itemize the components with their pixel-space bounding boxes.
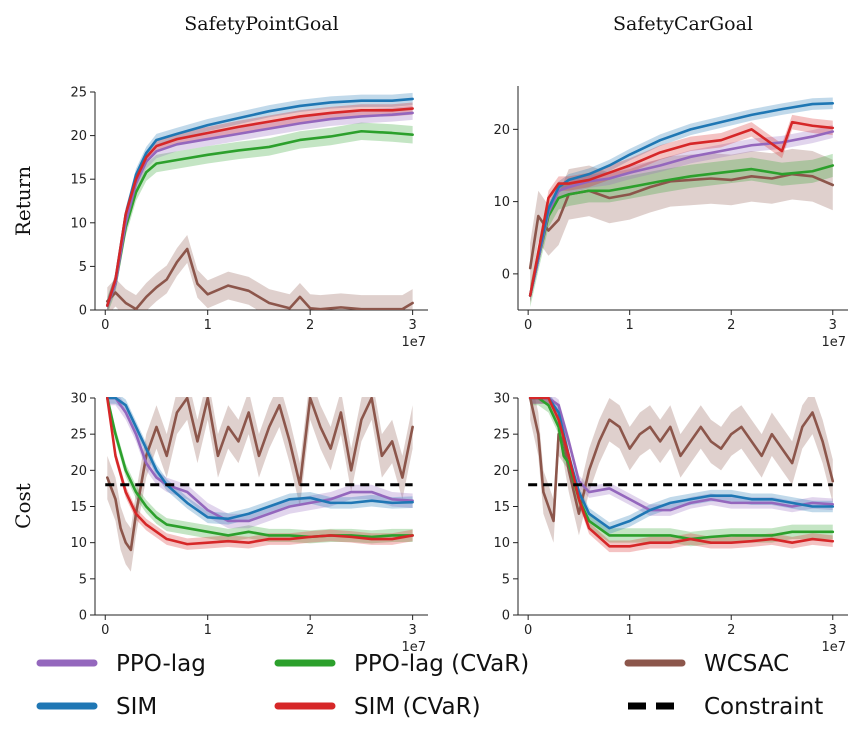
legend-label: Constraint — [704, 694, 823, 720]
y-tick-label: 0 — [79, 609, 87, 624]
y-tick-label: 30 — [70, 392, 87, 407]
x-tick-label: 2 — [306, 623, 314, 638]
series-line-sim — [528, 397, 835, 530]
panel-title: SafetyPointGoal — [184, 13, 338, 35]
x-tick-label: 2 — [727, 623, 735, 638]
y-tick-label: 5 — [79, 260, 87, 275]
y-tick-label: 15 — [70, 173, 87, 188]
legend: PPO-lag PPO-lag (CVaR) WCSAC SIM SIM (CVaR) C… — [36, 651, 823, 720]
legend-label: SIM — [116, 694, 157, 720]
x-tick-label: 3 — [829, 318, 837, 333]
x-tick-label: 1 — [204, 623, 212, 638]
legend-label: SIM (CVaR) — [354, 694, 481, 720]
x-tick-label: 2 — [306, 318, 314, 333]
x-tick-label: 3 — [408, 623, 416, 638]
plot-area — [105, 397, 414, 572]
x-axis-multiplier: 1e7 — [821, 640, 846, 655]
series-line-sim — [528, 102, 835, 297]
x-tick-label: 0 — [524, 318, 532, 333]
legend-item-sim-cvar: SIM (CVaR) — [274, 694, 481, 720]
y-axis-label: Cost — [11, 483, 35, 529]
y-tick-label: 30 — [493, 392, 510, 407]
band-sim — [530, 97, 833, 302]
legend-label: PPO-lag — [116, 651, 206, 677]
y-tick-label: 0 — [79, 304, 87, 319]
series-line-sim-cvar — [105, 397, 414, 546]
y-tick-label: 5 — [502, 572, 510, 587]
band-sim-cvar — [107, 397, 413, 550]
legend-item-wcsac: WCSAC — [624, 651, 789, 677]
y-tick-label: 15 — [70, 500, 87, 515]
legend-item-ppo-lag: PPO-lag — [36, 651, 206, 677]
y-tick-label: 0 — [502, 267, 510, 282]
plot-area — [528, 397, 835, 553]
y-tick-label: 10 — [70, 216, 87, 231]
y-tick-label: 25 — [493, 428, 510, 443]
band-wcsac — [107, 397, 413, 572]
legend-item-constraint: Constraint — [628, 694, 823, 720]
x-tick-label: 0 — [101, 318, 109, 333]
band-ppo-lag — [107, 397, 413, 529]
y-tick-label: 0 — [502, 609, 510, 624]
x-tick-label: 1 — [626, 623, 634, 638]
series-line-ppo-lag-cvar — [105, 129, 414, 307]
panel-title: SafetyCarGoal — [613, 13, 753, 35]
x-axis-multiplier: 1e7 — [401, 335, 426, 350]
y-tick-label: 20 — [493, 123, 510, 138]
x-tick-label: 0 — [524, 623, 532, 638]
y-tick-label: 5 — [79, 572, 87, 587]
y-tick-label: 15 — [493, 500, 510, 515]
band-sim-cvar — [530, 397, 833, 553]
legend-label: PPO-lag (CVaR) — [354, 651, 529, 677]
plot-area — [105, 92, 414, 310]
series-line-ppo-lag — [105, 397, 414, 523]
band-wcsac — [530, 397, 833, 543]
series-line-ppo-lag — [105, 111, 414, 307]
x-tick-label: 0 — [101, 623, 109, 638]
legend-label: WCSAC — [704, 651, 789, 677]
y-tick-label: 20 — [70, 464, 87, 479]
plot-area — [528, 97, 835, 308]
series-line-wcsac — [105, 247, 414, 310]
x-tick-label: 2 — [727, 318, 735, 333]
legend-item-sim: SIM — [36, 694, 157, 720]
band-wcsac — [530, 148, 833, 294]
series-line-ppo-lag-cvar — [528, 164, 835, 297]
y-tick-label: 25 — [70, 428, 87, 443]
series-line-ppo-lag-cvar — [528, 397, 835, 541]
x-axis-multiplier: 1e7 — [821, 335, 846, 350]
band-ppo-lag-cvar — [530, 153, 833, 308]
panel-safetycargoal-return: SafetyCarGoal 0 1 2 3 0 10 20 1e7 — [493, 13, 848, 350]
x-tick-label: 1 — [626, 318, 634, 333]
band-sim-cvar — [530, 114, 833, 303]
x-tick-label: 3 — [408, 318, 416, 333]
series-line-sim-cvar — [528, 120, 835, 297]
legend-item-ppo-lag-cvar: PPO-lag (CVaR) — [274, 651, 529, 677]
x-tick-label: 1 — [204, 318, 212, 333]
panel-safetypointgoal-return: SafetyPointGoal Return 0 1 2 3 0 5 10 15 20 25 1e7 — [11, 13, 428, 350]
x-axis-multiplier: 1e7 — [401, 640, 426, 655]
series-line-ppo-lag-cvar — [105, 397, 414, 539]
series-line-sim-cvar — [528, 397, 835, 548]
y-tick-label: 10 — [493, 195, 510, 210]
y-tick-label: 10 — [70, 536, 87, 551]
y-tick-label: 10 — [493, 536, 510, 551]
series-line-sim — [105, 397, 414, 521]
series-line-wcsac — [105, 397, 414, 552]
y-tick-label: 20 — [70, 129, 87, 144]
y-tick-label: 20 — [493, 464, 510, 479]
series-line-sim-cvar — [105, 107, 414, 307]
y-axis-label: Return — [11, 166, 35, 236]
y-tick-label: 25 — [70, 86, 87, 101]
x-tick-label: 3 — [829, 623, 837, 638]
series-line-wcsac — [528, 172, 835, 270]
